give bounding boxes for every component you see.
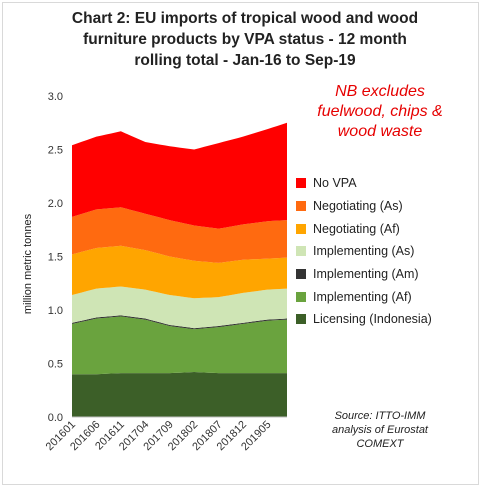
legend-label: Licensing (Indonesia) [313, 312, 432, 327]
note-line: NB excludes [335, 83, 425, 100]
y-tick-label: 3.0 [48, 91, 63, 103]
legend-label: Implementing (As) [313, 244, 415, 259]
y-tick-label: 0.0 [48, 412, 63, 424]
area-series-negotiating-as [72, 207, 287, 263]
y-tick-label: 2.0 [48, 198, 63, 210]
exclusion-note: NB excludes fuelwood, chips & wood waste [300, 82, 460, 142]
chart-legend: No VPA Negotiating (As) Negotiating (Af) Im… [296, 172, 432, 331]
y-tick-label: 0.5 [48, 359, 63, 371]
chart-title: Chart 2: EU imports of tropical wood and… [40, 8, 450, 71]
legend-swatch [296, 223, 306, 234]
legend-item: Implementing (Am) [296, 263, 432, 286]
legend-item: Implementing (Af) [296, 285, 432, 308]
y-tick-label: 1.0 [48, 305, 63, 317]
area-series-negotiating-af [72, 245, 287, 299]
source-line: COMEXT [356, 438, 404, 450]
title-line: furniture products by VPA status - 12 mo… [83, 31, 407, 48]
note-line: fuelwood, chips & [317, 103, 443, 120]
legend-item: Negotiating (Af) [296, 217, 432, 240]
area-series-no-vpa [72, 122, 287, 229]
area-series-implementing-am [72, 315, 287, 330]
source-line: Source: ITTO-IMM [334, 410, 426, 422]
legend-item: Licensing (Indonesia) [296, 308, 432, 331]
y-tick-label: 2.5 [48, 145, 63, 157]
title-line: rolling total - Jan-16 to Sep-19 [134, 52, 356, 69]
legend-swatch [296, 269, 306, 280]
area-series-licensing-indonesia [72, 372, 287, 417]
chart-frame [2, 2, 479, 485]
legend-item: Implementing (As) [296, 240, 432, 263]
source-line: analysis of Eurostat [332, 424, 428, 436]
y-tick-label: 1.5 [48, 252, 63, 264]
legend-label: Implementing (Af) [313, 289, 412, 304]
legend-label: Implementing (Am) [313, 267, 419, 282]
legend-label: Negotiating (Af) [313, 221, 400, 236]
area-series-implementing-as [72, 286, 287, 329]
legend-item: Negotiating (As) [296, 195, 432, 218]
legend-item: No VPA [296, 172, 432, 195]
legend-swatch [296, 291, 306, 302]
area-series-implementing-af [72, 316, 287, 375]
note-line: wood waste [337, 123, 423, 140]
legend-label: No VPA [313, 176, 357, 191]
legend-swatch [296, 201, 306, 212]
legend-swatch [296, 178, 306, 189]
legend-label: Negotiating (As) [313, 199, 403, 214]
title-line: Chart 2: EU imports of tropical wood and… [71, 10, 419, 27]
source-note: Source: ITTO-IMM analysis of Eurostat CO… [300, 409, 460, 451]
legend-swatch [296, 246, 306, 257]
legend-swatch [296, 314, 306, 325]
